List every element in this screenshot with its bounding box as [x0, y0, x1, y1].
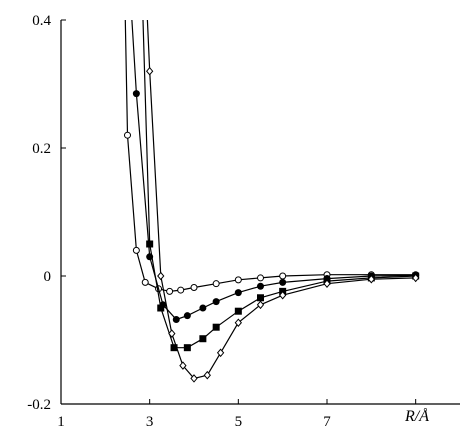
data-point: [141, 278, 149, 286]
data-point: [183, 312, 191, 320]
data-point: [172, 316, 180, 324]
data-point: [412, 273, 420, 283]
x-axis-label: R/Å: [404, 407, 429, 425]
x-tick-label: 3: [146, 414, 154, 430]
data-point: [177, 286, 185, 294]
x-tick-label: 5: [235, 414, 243, 430]
data-point: [190, 284, 198, 292]
chart-series: [124, 19, 420, 383]
data-point: [234, 276, 242, 284]
series-3: [142, 19, 420, 352]
data-point: [257, 274, 264, 282]
series-line: [146, 19, 416, 380]
x-axis-ticks: 1 3 5 7: [57, 399, 417, 430]
data-point: [279, 272, 287, 280]
data-point: [257, 282, 264, 290]
data-point: [146, 240, 154, 248]
chart-axes: [60, 20, 460, 405]
data-point: [367, 274, 375, 284]
data-point: [257, 294, 264, 302]
data-point: [183, 344, 191, 352]
data-point: [323, 279, 331, 288]
data-point: [203, 370, 211, 380]
data-point: [199, 304, 207, 312]
y-tick-label: 0: [44, 269, 52, 285]
data-point: [212, 298, 220, 306]
y-tick-label: 0.4: [32, 13, 51, 29]
series-1: [124, 19, 420, 295]
data-point: [279, 278, 287, 286]
series-line: [131, 19, 416, 321]
data-point: [234, 318, 242, 327]
series-line: [124, 19, 416, 293]
x-tick-label: 7: [323, 414, 331, 430]
data-point: [170, 344, 178, 352]
data-point: [279, 290, 287, 300]
data-point: [190, 374, 198, 383]
data-point: [146, 66, 154, 76]
y-axis-ticks: 0.4 0.2 0 -0.2: [27, 13, 66, 413]
data-point: [234, 307, 242, 315]
series-line: [142, 19, 416, 349]
y-tick-label: -0.2: [27, 397, 51, 413]
data-point: [157, 304, 165, 312]
data-point: [124, 131, 131, 139]
data-point: [234, 289, 242, 297]
data-point: [179, 361, 187, 370]
data-point: [132, 90, 140, 98]
data-point: [256, 300, 265, 310]
x-tick-label: 1: [57, 414, 65, 430]
data-point: [166, 287, 174, 295]
data-point: [212, 323, 220, 331]
data-point: [157, 271, 165, 281]
data-point: [212, 280, 220, 288]
data-point: [199, 335, 207, 343]
series-4: [146, 19, 420, 383]
y-tick-label: 0.2: [32, 141, 51, 157]
data-point: [132, 246, 140, 254]
data-point: [216, 348, 225, 358]
data-point: [168, 329, 176, 338]
